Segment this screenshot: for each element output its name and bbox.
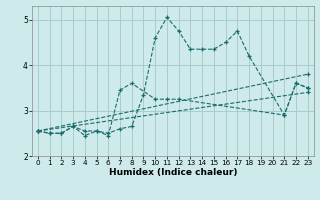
X-axis label: Humidex (Indice chaleur): Humidex (Indice chaleur) <box>108 168 237 177</box>
